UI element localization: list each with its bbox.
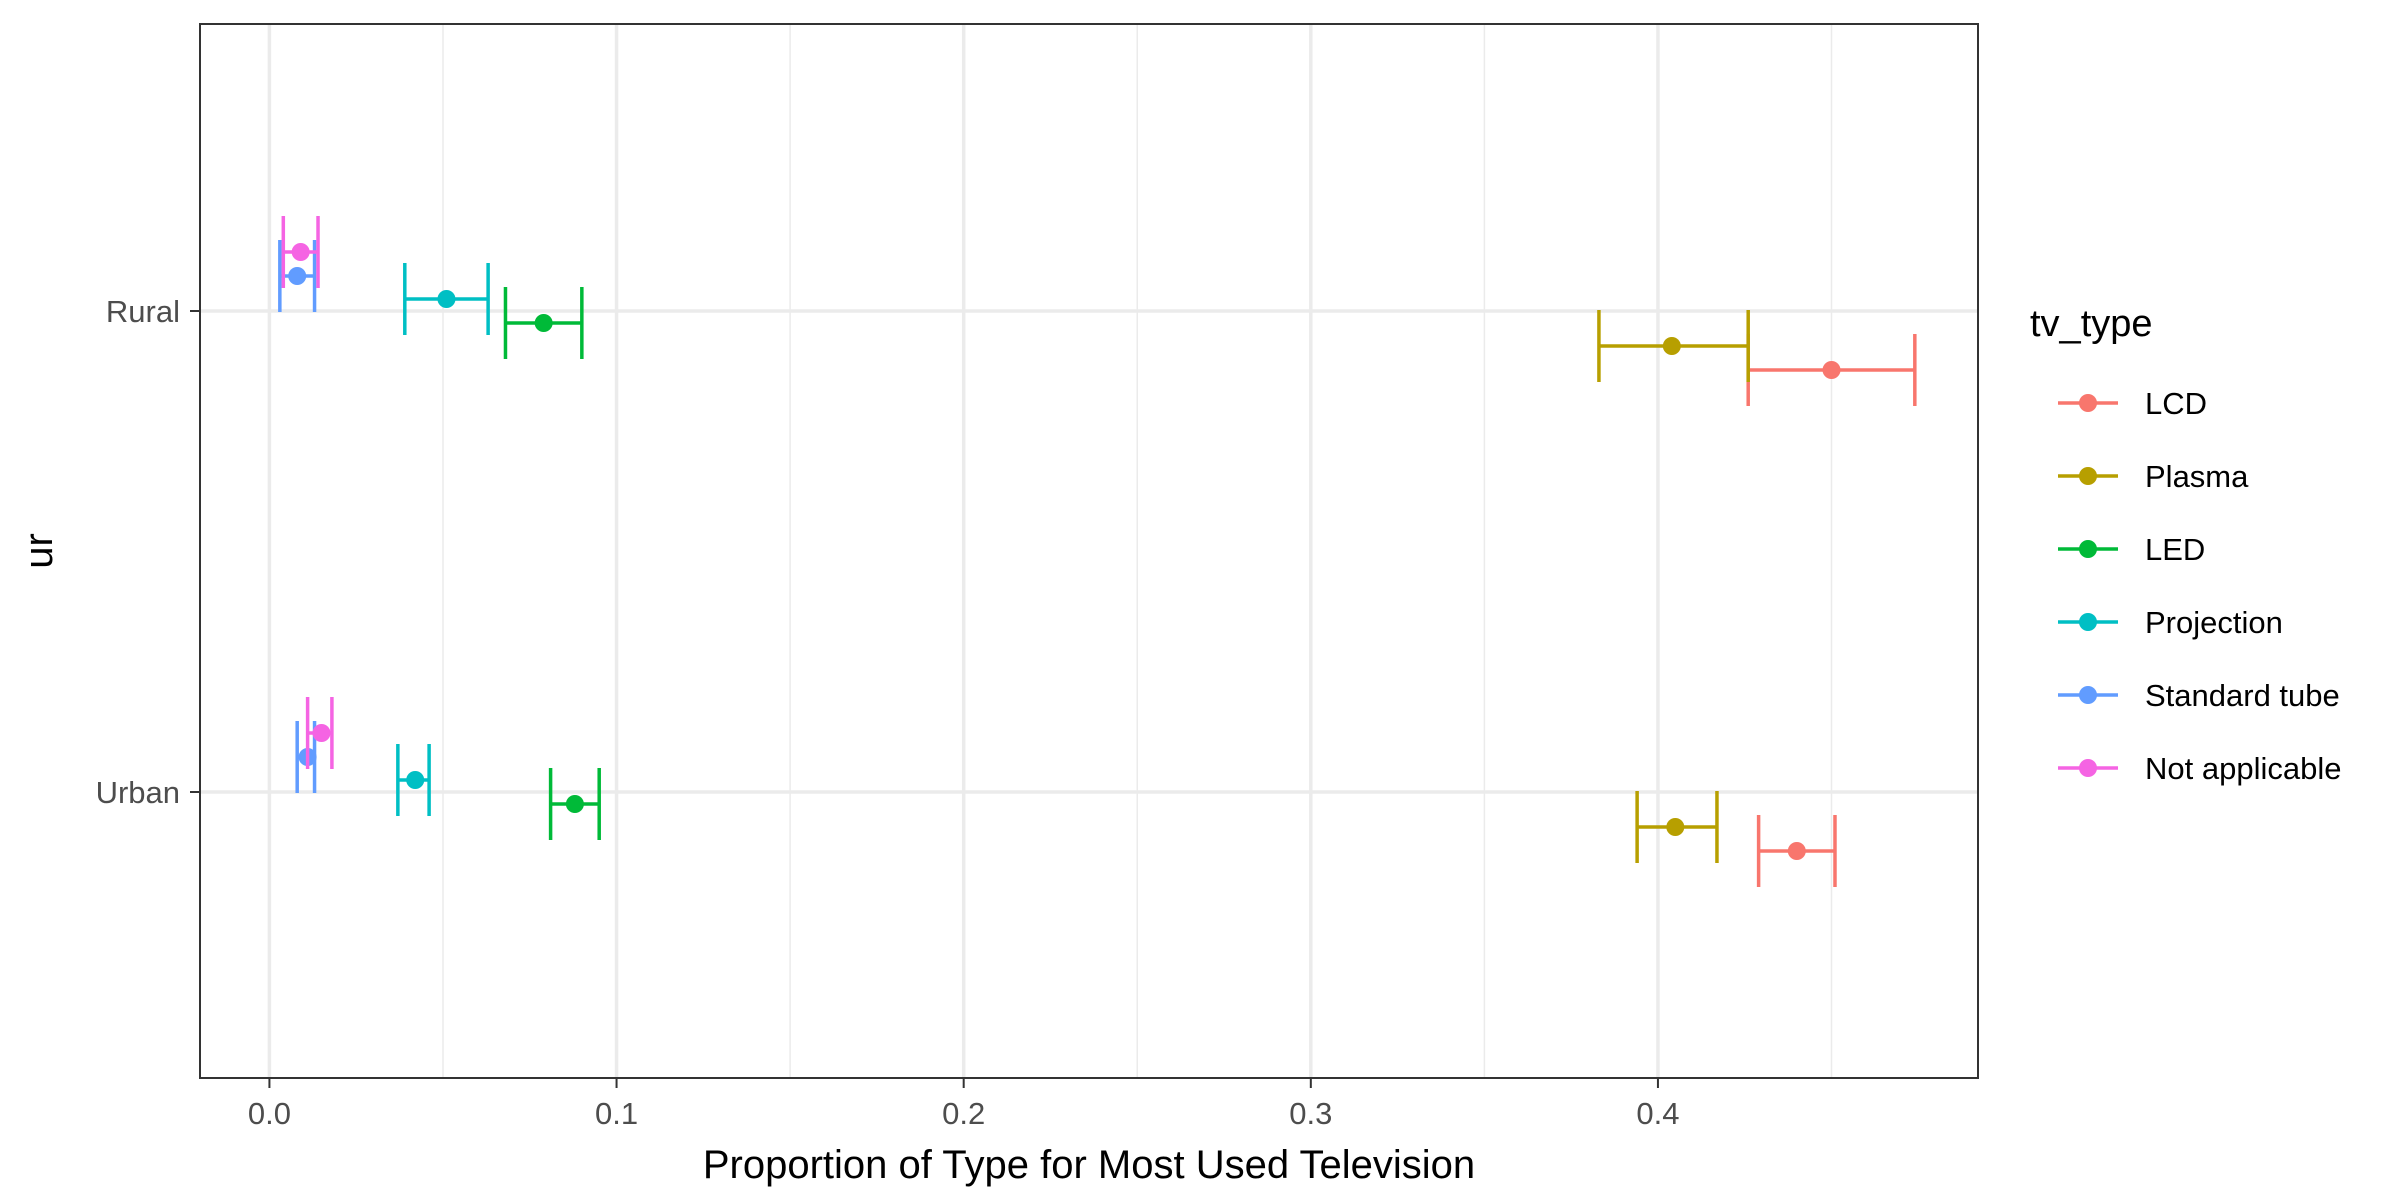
data-point [534, 314, 553, 332]
panel-background [200, 24, 1978, 1078]
data-point [1787, 842, 1806, 860]
legend-entry: Standard tube [2058, 678, 2340, 713]
data-point [1662, 337, 1681, 355]
errorbar-plasma [1635, 791, 1719, 863]
errorbar-not-applicable [305, 697, 334, 769]
errorbar-lcd [1756, 815, 1837, 887]
legend-entry: Projection [2058, 605, 2283, 640]
x-tick-label: 0.2 [942, 1096, 985, 1131]
grid-layer [200, 24, 1978, 1078]
data-point [406, 771, 425, 789]
x-axis-title: Proportion of Type for Most Used Televis… [703, 1143, 1475, 1187]
errorbar-projection [403, 263, 490, 335]
legend-label: Plasma [2145, 459, 2249, 494]
data-point [288, 267, 307, 285]
data-point [1666, 818, 1685, 836]
x-tick-label: 0.0 [248, 1096, 291, 1131]
x-tick-label: 0.4 [1636, 1096, 1679, 1131]
legend-entry: LED [2058, 532, 2205, 567]
legend-title: tv_type [2030, 303, 2153, 345]
legend-key-point [2079, 540, 2097, 558]
legend-label: LCD [2145, 386, 2207, 421]
legend-label: Projection [2145, 605, 2283, 640]
x-tick-label: 0.3 [1289, 1096, 1332, 1131]
legend: tv_type LCD Plasma LED Projection Standard t… [2030, 303, 2341, 786]
data-point [1822, 361, 1841, 379]
data-point [437, 290, 456, 308]
legend-entry: LCD [2058, 386, 2207, 421]
errorbar-not-applicable [281, 216, 320, 288]
legend-entry: Not applicable [2058, 751, 2341, 786]
legend-key-point [2079, 686, 2097, 704]
y-tick-label: Rural [106, 294, 180, 329]
errorbar-led [548, 768, 601, 840]
x-tick-label: 0.1 [595, 1096, 638, 1131]
legend-label: Not applicable [2145, 751, 2341, 786]
panel-border [199, 23, 1979, 1079]
data-point [291, 243, 310, 261]
legend-key-point [2079, 613, 2097, 631]
errorbar-led [503, 287, 584, 359]
legend-entry: Plasma [2058, 459, 2249, 494]
legend-label: Standard tube [2145, 678, 2340, 713]
y-tick-label: Urban [96, 775, 180, 810]
data-layer [278, 216, 1917, 887]
data-point [312, 724, 331, 742]
legend-key-point [2079, 467, 2097, 485]
axes-layer: 0.0 0.1 0.2 0.3 0.4 Rural Urban [96, 294, 1680, 1131]
legend-label: LED [2145, 532, 2205, 567]
errorbar-plasma [1597, 310, 1750, 382]
errorbar-projection [396, 744, 431, 816]
y-axis-title: ur [17, 533, 61, 569]
data-point [565, 795, 584, 813]
legend-key-point [2079, 394, 2097, 412]
legend-key-point [2079, 759, 2097, 777]
